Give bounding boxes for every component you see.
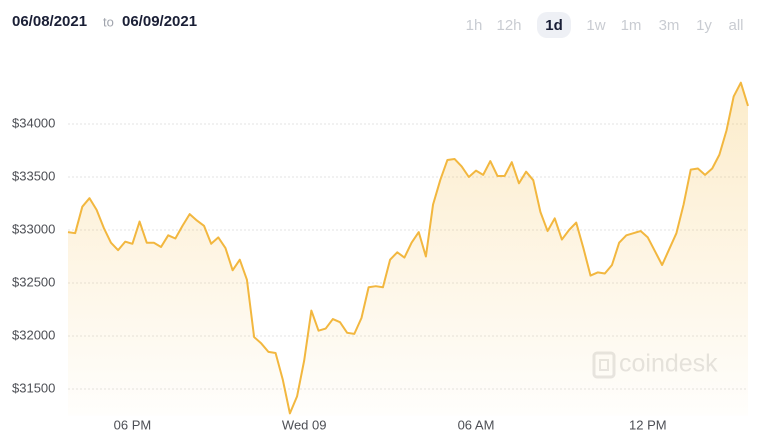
x-tick-label: 12 PM (629, 417, 667, 432)
date-to: 06/09/2021 (122, 13, 197, 30)
y-tick-label: $31500 (12, 380, 55, 395)
y-tick-label: $32500 (12, 274, 55, 289)
range-option[interactable]: 1w (586, 17, 605, 34)
date-separator: to (103, 14, 114, 29)
x-tick-label: 06 PM (114, 417, 152, 432)
x-tick-label: 06 AM (458, 417, 495, 432)
range-option[interactable]: 1m (621, 17, 642, 34)
price-line (67, 81, 749, 415)
range-selected-bg (537, 12, 571, 38)
range-option[interactable]: 1h (466, 17, 483, 34)
range-option[interactable]: 3m (659, 17, 680, 34)
range-option[interactable]: 1d (545, 17, 563, 34)
y-tick-label: $33000 (12, 221, 55, 236)
range-selector: 1h 12h 1d 1w 1m 3m 1y all (466, 12, 744, 38)
y-tick-label: $33500 (12, 168, 55, 183)
y-tick-label: $32000 (12, 327, 55, 342)
range-option[interactable]: all (728, 17, 743, 34)
area-fill (68, 82, 748, 416)
date-from: 06/08/2021 (12, 13, 87, 30)
range-option[interactable]: 12h (496, 17, 521, 34)
range-option[interactable]: 1y (696, 17, 712, 34)
y-tick-label: $34000 (12, 115, 55, 130)
x-tick-label: Wed 09 (282, 417, 327, 432)
